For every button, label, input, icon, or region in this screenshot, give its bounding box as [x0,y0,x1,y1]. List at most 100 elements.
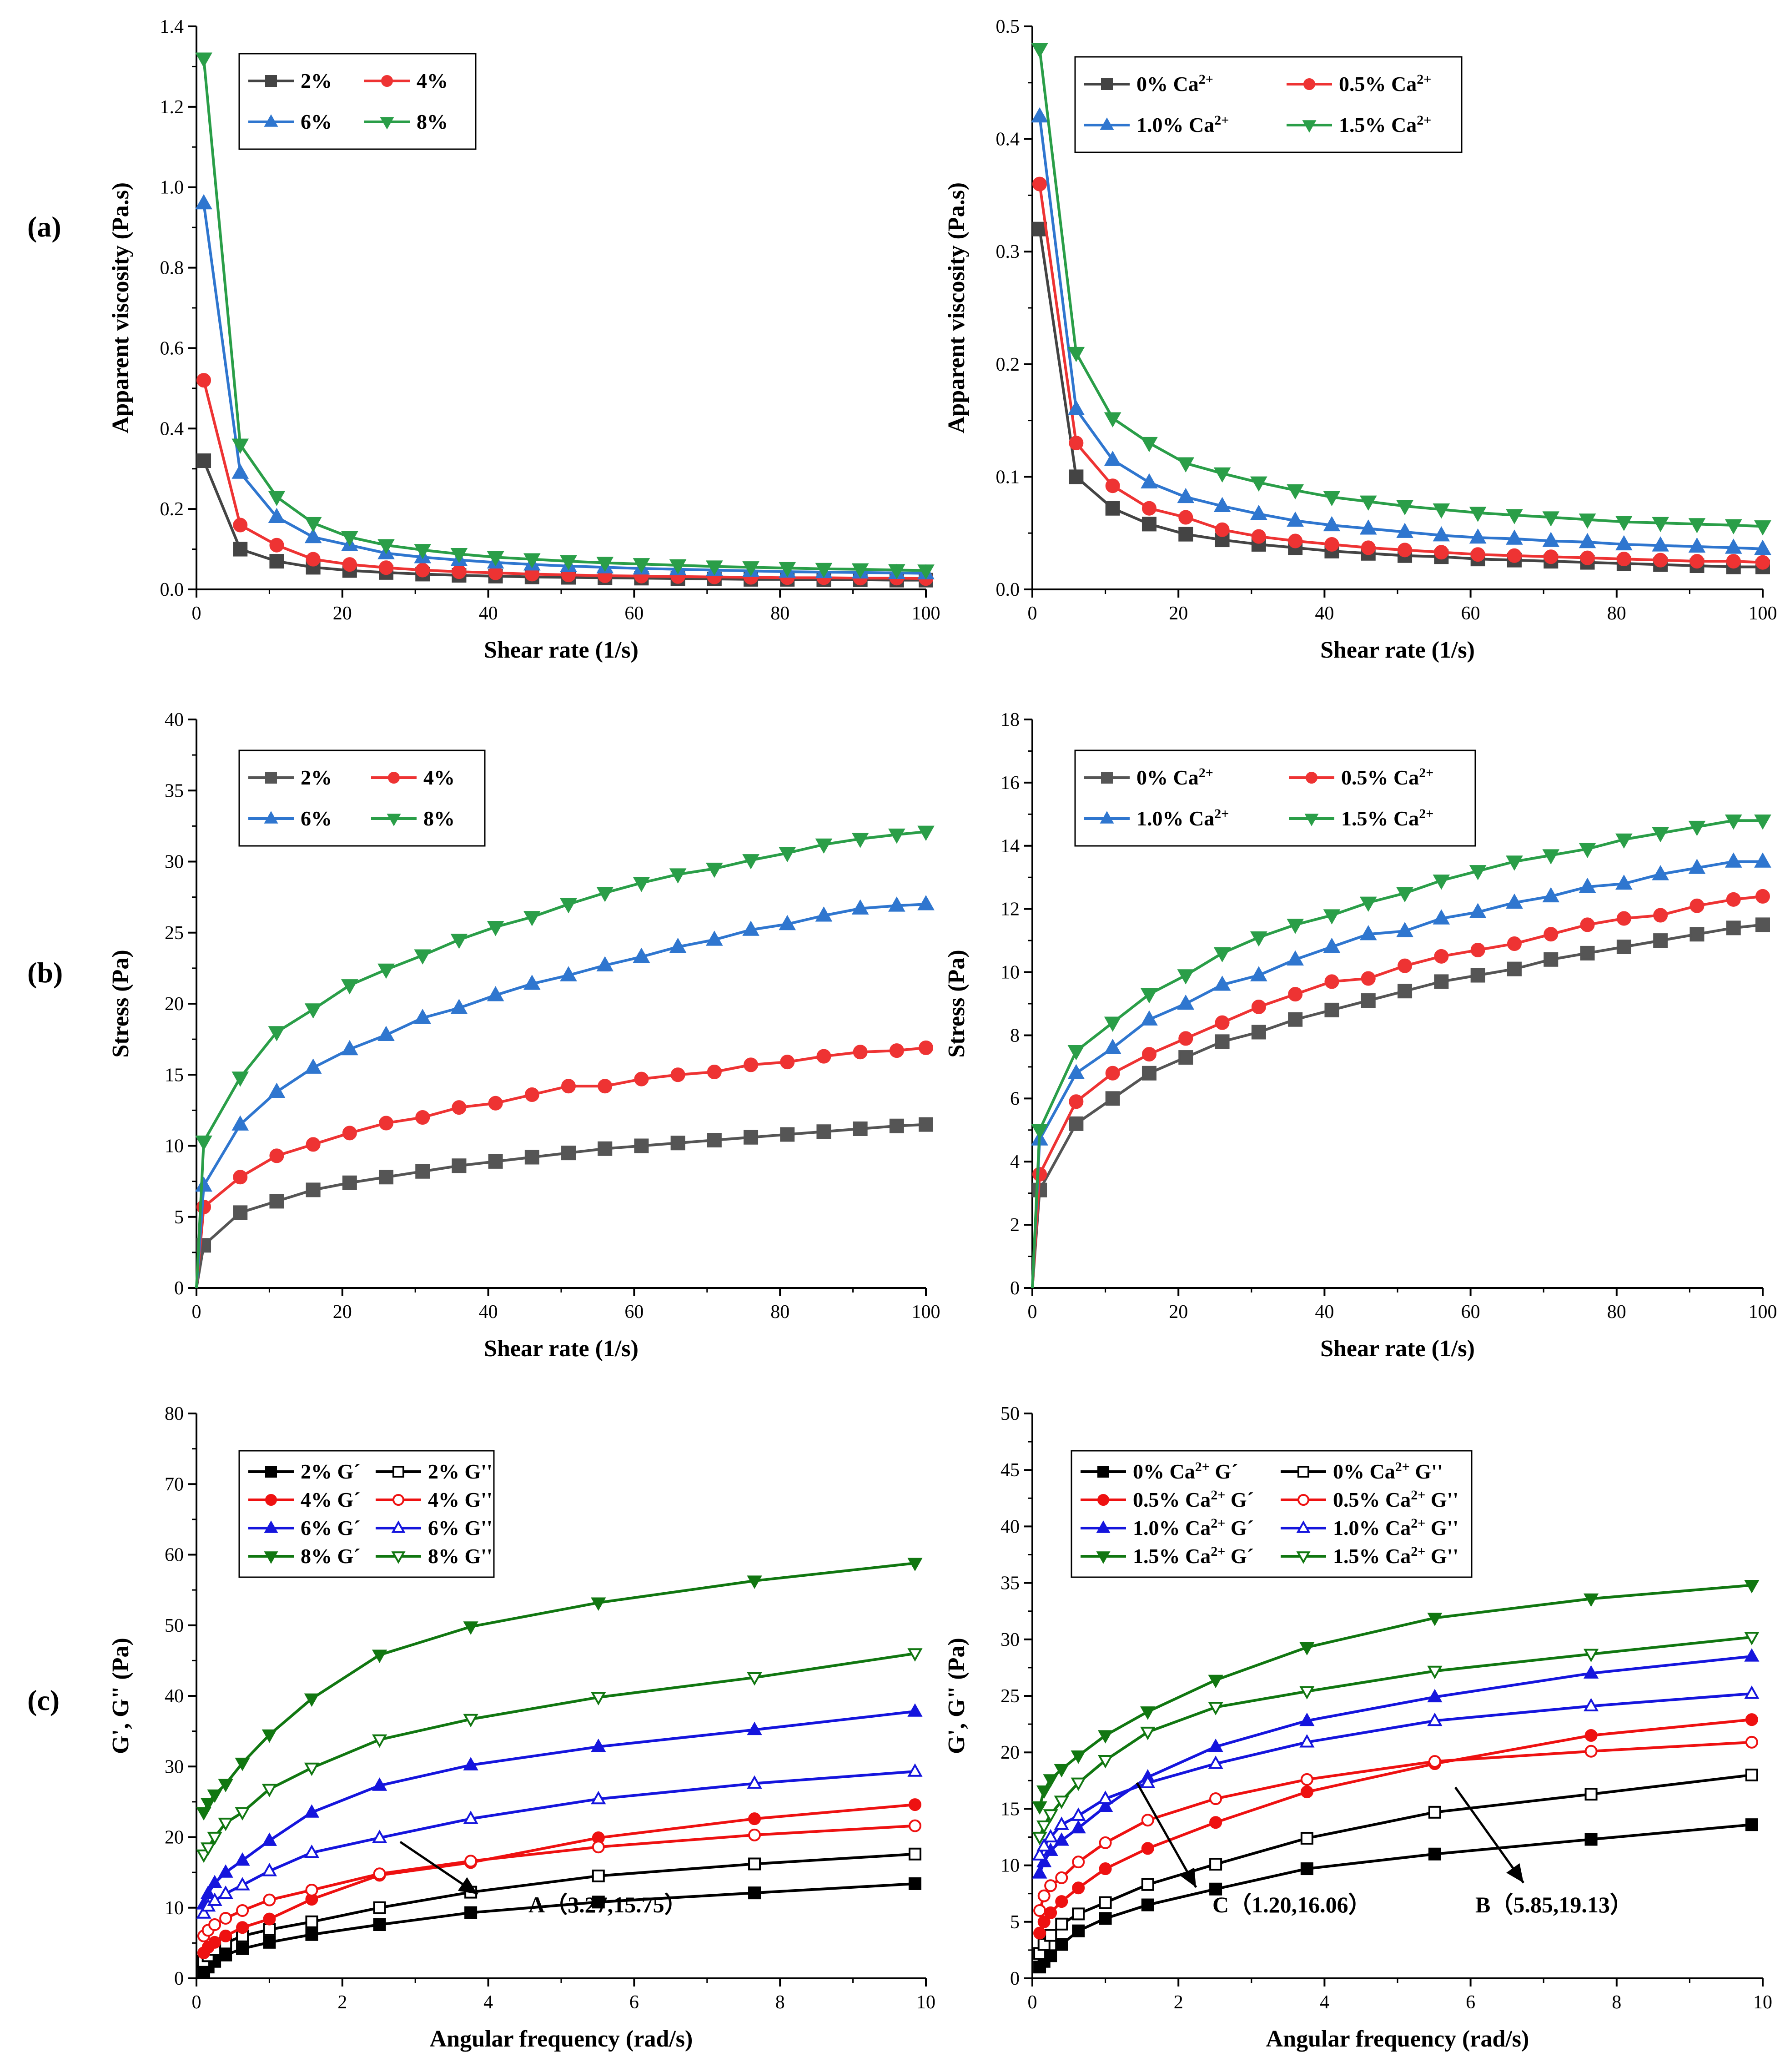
legend-box [1074,56,1463,153]
data-point [742,561,759,577]
data-point [263,1936,276,1949]
data-point [1105,501,1120,516]
legend-label: 6% G´ [301,1516,361,1539]
data-point [1099,1862,1112,1876]
legend-marker [1296,1520,1311,1533]
data-point [1215,1015,1230,1030]
y-tick-label: 30 [1001,1629,1020,1650]
data-point [1072,1856,1085,1869]
data-point [1071,1807,1086,1821]
data-point [372,1650,387,1663]
data-point [1213,497,1231,512]
data-point [1067,1064,1085,1079]
data-point [201,1885,216,1899]
legend-superscript: 2+ [1411,1488,1425,1503]
data-point [1398,958,1413,973]
data-point [1054,1764,1069,1778]
legend-box [238,53,477,150]
data-point [907,1703,923,1717]
data-point [195,52,212,68]
series-0 [195,1117,933,1288]
legend-marker [1302,120,1317,133]
data-point [372,1830,387,1843]
data-point [1069,1116,1084,1131]
data-point [218,1817,233,1831]
data-point [235,1877,250,1891]
data-point [231,1071,249,1087]
data-point [591,1692,606,1705]
data-point [1099,1912,1112,1925]
data-point [747,1672,762,1686]
series-line [195,1046,926,1288]
data-point [1037,1938,1051,1951]
legend-superscript: 2+ [1411,1544,1425,1559]
series-0 [197,1877,921,1978]
data-point [1726,920,1741,935]
data-point [1744,1632,1760,1645]
legend-superscript: 2+ [1211,1516,1225,1531]
data-point [1104,1016,1121,1032]
data-point [1141,1047,1156,1062]
x-tick-label: 100 [1749,603,1777,624]
data-point [341,1040,358,1056]
data-point [1689,898,1705,913]
data-point [1652,517,1669,533]
chart-modulus-concentration: 0 10 20 30 40 50 60 70 80 0 2 4 6 8 10 Angular frequenc… [108,1403,935,2052]
data-point [452,564,467,579]
data-point [917,825,935,841]
x-axis-label: Shear rate (1/s) [1320,1336,1475,1362]
data-point [1036,1785,1052,1799]
data-point [748,1812,761,1826]
data-point [1755,917,1770,932]
data-point [917,895,935,910]
data-point [560,898,577,914]
data-point [1754,539,1771,555]
data-point [207,1831,222,1846]
data-point [1287,511,1304,527]
legend-label: 4% [423,766,455,789]
data-point [1615,535,1633,551]
data-point [919,1117,933,1132]
data-point [1141,437,1158,453]
data-point [377,1026,395,1041]
y-tick-label: 10 [165,1898,184,1919]
legend-marker [391,1520,406,1533]
data-point [1469,865,1487,880]
data-point [633,877,650,892]
data-point [523,553,541,568]
data-point [1324,1002,1339,1017]
x-tick-label: 100 [912,603,940,624]
data-point [816,1124,831,1139]
data-point [1583,1649,1599,1662]
data-point [1725,538,1742,554]
data-point [1323,909,1341,925]
data-point [523,911,541,926]
data-point [908,1877,921,1890]
data-point [261,1729,277,1743]
series-2 [195,895,935,1288]
data-point [1209,1858,1222,1871]
legend-label: 1.5% Ca2+ G´ [1133,1544,1254,1568]
data-point [452,1158,467,1173]
legend-superscript: 2+ [1417,113,1431,128]
legend-marker [381,75,393,87]
data-point [1433,909,1450,925]
legend-superscript: 2+ [1417,72,1431,87]
legend-label: 1.0% Ca2+ G'' [1333,1516,1458,1540]
data-point [1140,1775,1156,1788]
data-point [464,1855,478,1868]
data-point [261,1832,277,1846]
y-tick-label: 1.2 [160,97,184,118]
x-tick-label: 8 [1612,1992,1621,2013]
data-point [379,1170,394,1185]
legend-label: 8% [423,807,455,830]
data-point [1469,507,1487,522]
data-point [1071,1820,1086,1834]
series-5 [1032,1685,1760,1861]
data-point [1208,1755,1223,1769]
data-point [748,1857,761,1871]
data-point [707,1065,722,1079]
series-3 [195,825,935,1288]
y-axis-label: Stress (Pa) [944,950,970,1057]
data-point [1361,971,1376,986]
